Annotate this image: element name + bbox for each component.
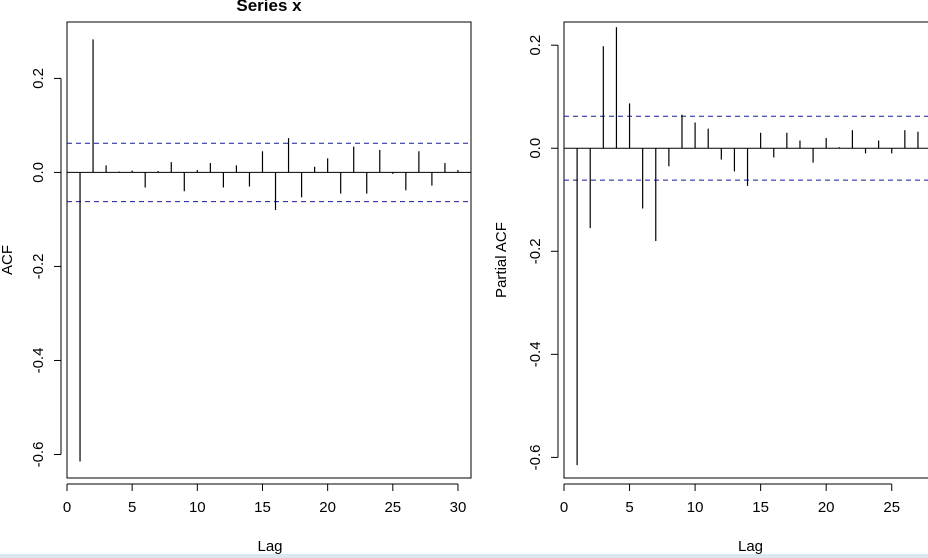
acf-y-tick-label: -0.6 [30, 442, 47, 468]
pacf-x-tick-label: 5 [625, 499, 633, 516]
acf-x-tick-label: 15 [254, 499, 271, 516]
pacf-x-tick-label: 20 [818, 499, 835, 516]
pacf-x-tick-label: 15 [752, 499, 769, 516]
acf-x-tick-label: 0 [63, 499, 71, 516]
acf-y-axis-title: ACF [0, 245, 16, 275]
pacf-x-axis-title: Lag [738, 538, 763, 555]
acf-x-tick-label: 25 [384, 499, 401, 516]
acf-x-tick-label: 5 [128, 499, 136, 516]
pacf-y-axis-title: Partial ACF [493, 222, 510, 298]
pacf-y-tick-label: 0.0 [527, 138, 544, 159]
pacf-x-tick-label: 10 [687, 499, 704, 516]
acf-y-tick-label: -0.4 [30, 348, 47, 374]
window-bottom-border [0, 554, 928, 558]
acf-chart-title: Series x [236, 0, 302, 15]
acf-x-tick-label: 20 [319, 499, 336, 516]
pacf-y-tick-label: -0.6 [527, 444, 544, 470]
acf-x-tick-label: 10 [189, 499, 206, 516]
acf-y-tick-label: 0.2 [30, 68, 47, 89]
acf-x-axis-title: Lag [257, 538, 282, 555]
pacf-y-tick-label: 0.2 [527, 35, 544, 56]
pacf-y-tick-label: -0.4 [527, 341, 544, 367]
acf-y-tick-label: -0.2 [30, 254, 47, 280]
acf-panel: 0 5 10 15 20 25 30 -0.6 -0.4 -0.2 0.0 0.2 Lag ACF Seri… [0, 0, 472, 555]
acf-x-tick-label: 30 [450, 499, 467, 516]
acf-y-tick-label: 0.0 [30, 162, 47, 183]
acf-plot-frame [66, 21, 472, 479]
pacf-panel: 0 5 10 15 20 25 -0.6 -0.4 -0.2 0.0 0.2 Lag Partial A… [493, 21, 928, 555]
pacf-plot-frame [563, 21, 928, 479]
pacf-x-tick-label: 25 [883, 499, 900, 516]
pacf-x-tick-label: 0 [560, 499, 568, 516]
pacf-y-tick-label: -0.2 [527, 238, 544, 264]
